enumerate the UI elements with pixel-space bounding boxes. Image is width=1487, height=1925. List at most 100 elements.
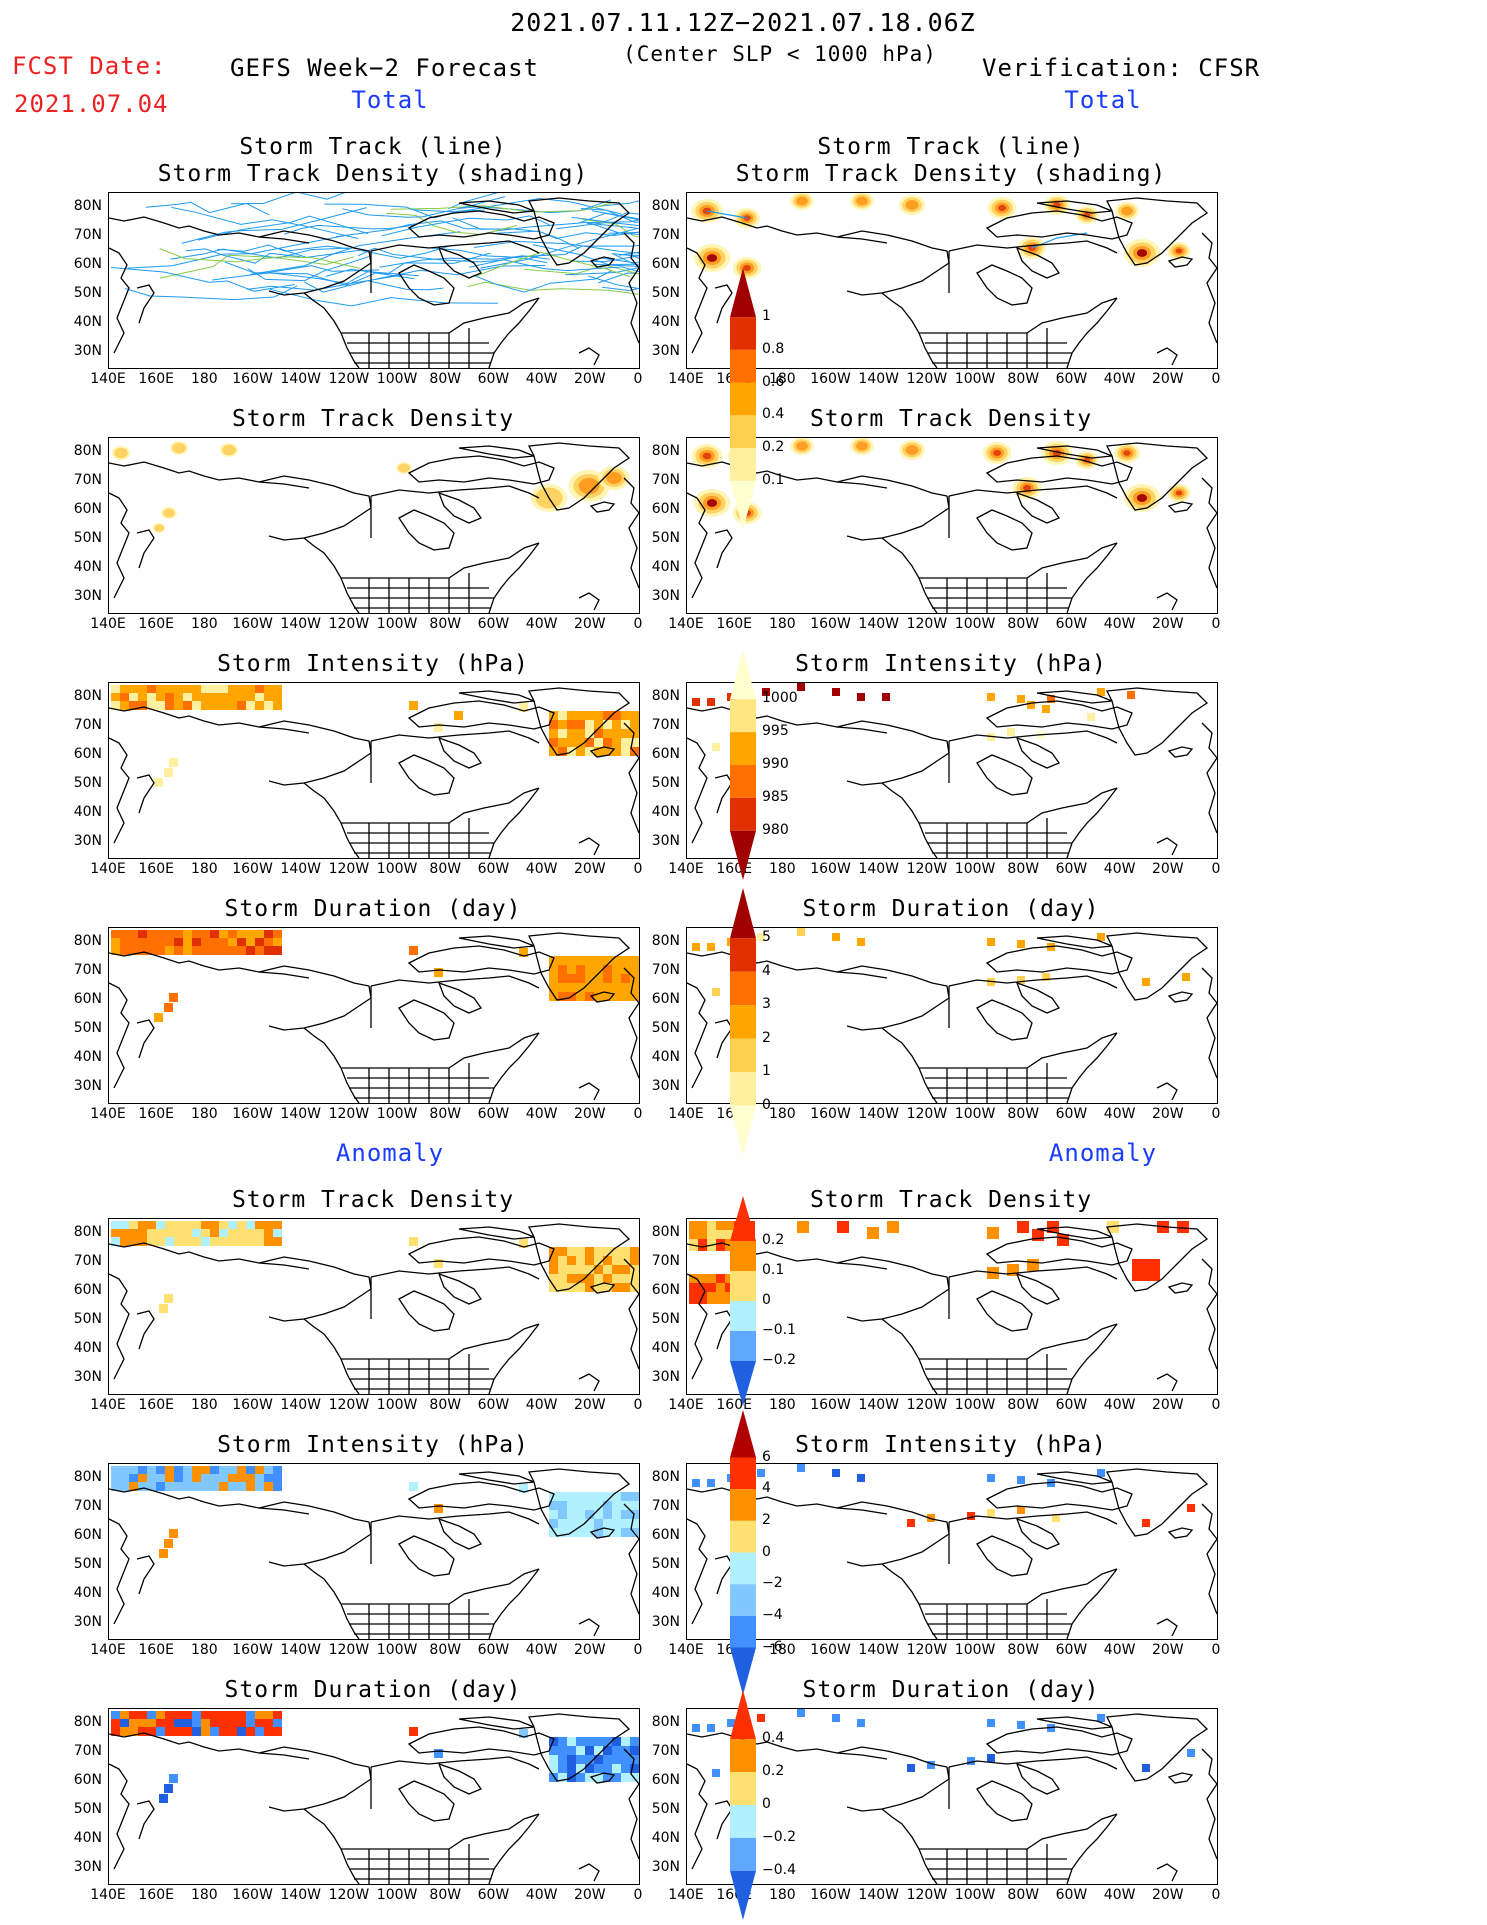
x-axis-tick-label: 180	[768, 1106, 796, 1122]
grid-cell	[228, 938, 237, 947]
grid-cell	[156, 1466, 165, 1475]
grid-cell	[201, 946, 210, 955]
map-panel-left-6	[108, 1463, 640, 1640]
grid-cell	[264, 1237, 273, 1246]
grid-cell	[165, 693, 174, 702]
grid-cell	[210, 685, 219, 694]
grid-cell	[558, 1265, 567, 1274]
grid-cell	[228, 685, 237, 694]
grid-cell	[409, 701, 418, 710]
grid-cell	[454, 711, 463, 720]
grid-cell	[594, 1274, 603, 1283]
panel-title-density: Storm Track Density	[231, 406, 515, 432]
grid-cell	[165, 701, 174, 710]
x-axis-tick-label: 160E	[138, 1642, 174, 1658]
x-axis-tick-label: 20W	[1151, 861, 1184, 877]
y-axis-tick-label: 70N	[73, 1498, 102, 1514]
grid-cell	[183, 938, 192, 947]
grid-cell	[210, 701, 219, 710]
grid-cell	[147, 1474, 156, 1483]
left-column-title: GEFS Week−2 Forecast	[230, 54, 539, 82]
grid-cell	[183, 1711, 192, 1720]
grid-cell	[174, 1719, 183, 1728]
grid-cell	[183, 946, 192, 955]
x-axis-tick-label: 20W	[573, 1397, 606, 1413]
colorbar-segment	[730, 268, 756, 318]
x-axis-tick-label: 0	[1211, 1106, 1221, 1122]
grid-cell	[183, 685, 192, 694]
grid-cell	[246, 1727, 255, 1736]
grid-cell	[594, 1265, 603, 1274]
grid-cell	[264, 1221, 273, 1230]
grid-cell	[1017, 976, 1025, 984]
density-blob	[1114, 443, 1140, 463]
grid-cell	[558, 983, 567, 992]
colorbar-anom-density	[725, 1196, 785, 1406]
x-axis-tick-label: 80W	[429, 1397, 462, 1413]
storm-track-line	[217, 244, 351, 252]
colorbar-label: 2	[762, 1029, 771, 1046]
grid-cell	[156, 685, 165, 694]
grid-cell	[594, 1746, 603, 1755]
y-axis-tick-label: 30N	[73, 1614, 102, 1630]
map-panel-left-7	[108, 1708, 640, 1885]
y-axis-tick-label: 50N	[73, 775, 102, 791]
grid-cell	[120, 1221, 129, 1230]
density-blob	[1115, 202, 1139, 220]
density-blob	[790, 438, 814, 455]
storm-track-line	[452, 217, 580, 249]
y-axis-tick-label: 70N	[651, 227, 680, 243]
x-axis-tick-label: 140E	[90, 1642, 126, 1658]
grid-cell	[612, 1501, 621, 1510]
grid-cell	[273, 1482, 282, 1491]
x-axis-tick-label: 100W	[376, 861, 418, 877]
colorbar-segment	[730, 1105, 756, 1156]
grid-cell	[576, 1247, 585, 1256]
x-axis-tick-label: 140E	[90, 1397, 126, 1413]
colorbar-label: 4	[762, 962, 771, 979]
y-axis-tick-label: 40N	[73, 1830, 102, 1846]
panel-title-duration: Storm Duration (day)	[224, 1677, 522, 1703]
y-axis-tick-label: 80N	[651, 1224, 680, 1240]
grid-cell	[237, 693, 246, 702]
x-axis-tick-label: 20W	[573, 1642, 606, 1658]
storm-track-line	[413, 197, 622, 215]
density-blob	[568, 470, 610, 502]
grid-cell	[630, 711, 639, 720]
grid-cell	[1187, 1504, 1195, 1512]
grid-cell	[246, 1237, 255, 1246]
storm-track-line	[593, 263, 639, 267]
grid-cell	[630, 1764, 639, 1773]
y-axis-tick-label: 30N	[73, 1369, 102, 1385]
grid-cell	[192, 701, 201, 710]
grid-cell	[192, 930, 201, 939]
x-axis-tick-label: 140W	[858, 861, 900, 877]
grid-cell	[255, 1719, 264, 1728]
grid-cell	[558, 1746, 567, 1755]
grid-cell	[129, 693, 138, 702]
grid-cell	[594, 711, 603, 720]
storm-track-line	[580, 208, 639, 224]
grid-cell	[549, 965, 558, 974]
grid-cell	[159, 1549, 168, 1558]
grid-cell	[174, 938, 183, 947]
y-axis-tick-label: 60N	[651, 1772, 680, 1788]
storm-track-line	[198, 215, 369, 241]
y-axis-tick-label: 40N	[651, 1049, 680, 1065]
grid-cell	[576, 1510, 585, 1519]
grid-cell	[165, 1719, 174, 1728]
x-axis-tick-label: 40W	[1103, 1106, 1136, 1122]
storm-track-line	[556, 221, 639, 230]
colorbar-segment	[730, 797, 756, 831]
grid-cell	[603, 992, 612, 1001]
grid-cell	[585, 956, 594, 965]
grid-cell	[174, 1229, 183, 1238]
x-axis-tick-label: 60W	[477, 1887, 510, 1903]
grid-cell	[147, 946, 156, 955]
grid-cell	[169, 993, 178, 1002]
grid-cell	[594, 1519, 603, 1528]
grid-cell	[621, 1265, 630, 1274]
x-axis-tick-label: 120W	[906, 371, 948, 387]
x-axis-tick-label: 180	[190, 861, 218, 877]
fcst-date-value: 2021.07.04	[14, 90, 169, 118]
